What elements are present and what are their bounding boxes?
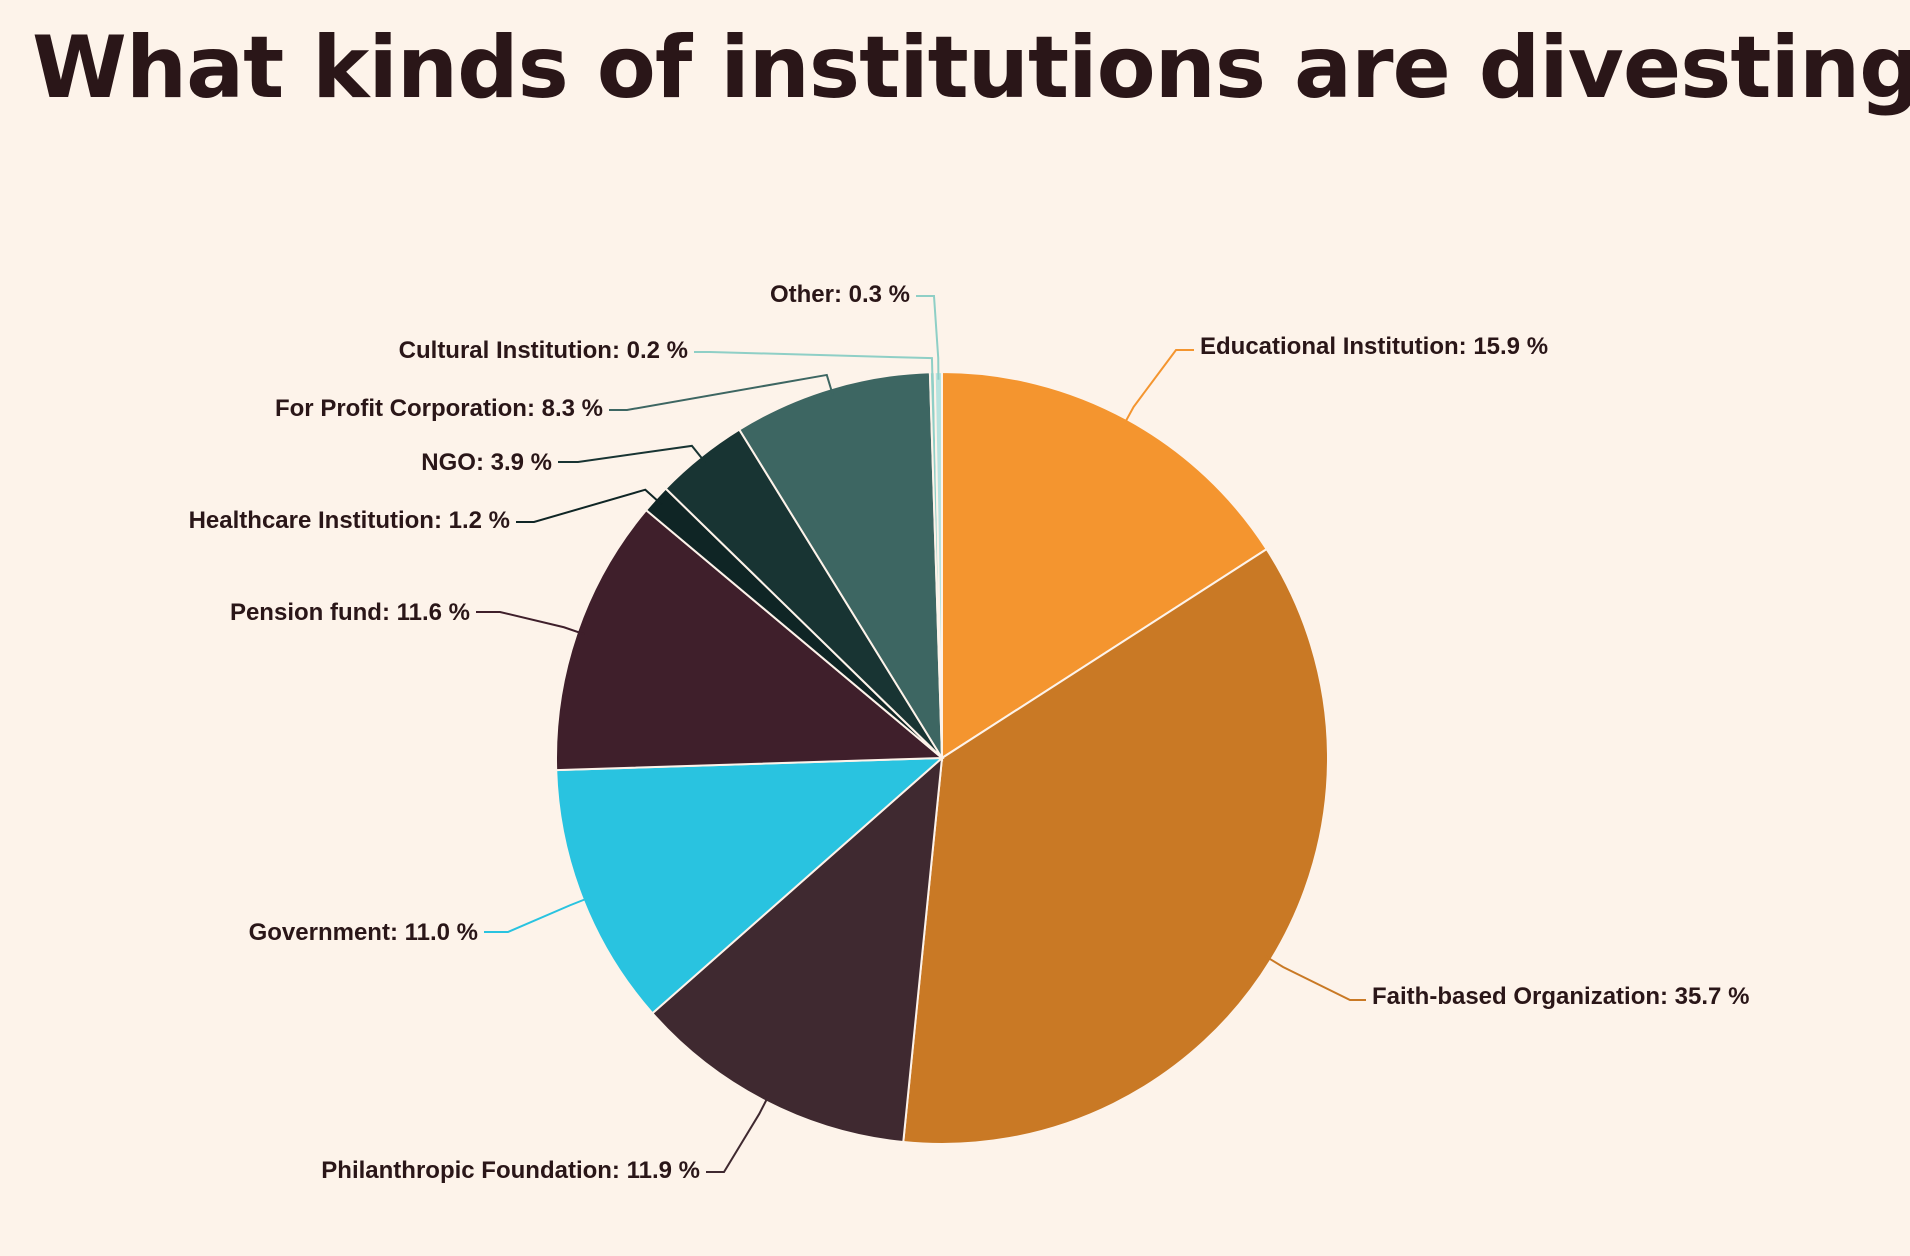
chart-title: What kinds of institutions are divesting… — [32, 18, 1910, 118]
leader-line — [558, 444, 707, 464]
slice-label: Healthcare Institution: 1.2 % — [189, 507, 510, 534]
leader-line — [516, 488, 663, 523]
slice-label: Educational Institution: 15.9 % — [1200, 333, 1548, 360]
leader-line — [706, 1094, 771, 1173]
leader-line — [916, 295, 940, 380]
slice-label: Government: 11.0 % — [249, 919, 478, 946]
slice-label: Philanthropic Foundation: 11.9 % — [321, 1157, 700, 1184]
slice-label: For Profit Corporation: 8.3 % — [275, 395, 603, 422]
slice-label: Other: 0.3 % — [770, 281, 910, 308]
slice-label: Pension fund: 11.6 % — [230, 599, 470, 626]
leader-line — [476, 611, 585, 636]
leader-line — [484, 896, 591, 933]
leader-line — [1264, 954, 1366, 1001]
leader-line — [609, 373, 835, 411]
slice-label: Faith-based Organization: 35.7 % — [1372, 983, 1749, 1010]
slice-label: Cultural Institution: 0.2 % — [399, 337, 688, 364]
slice-label: NGO: 3.9 % — [421, 449, 552, 476]
leader-line — [1122, 349, 1194, 427]
leader-line — [694, 351, 934, 380]
